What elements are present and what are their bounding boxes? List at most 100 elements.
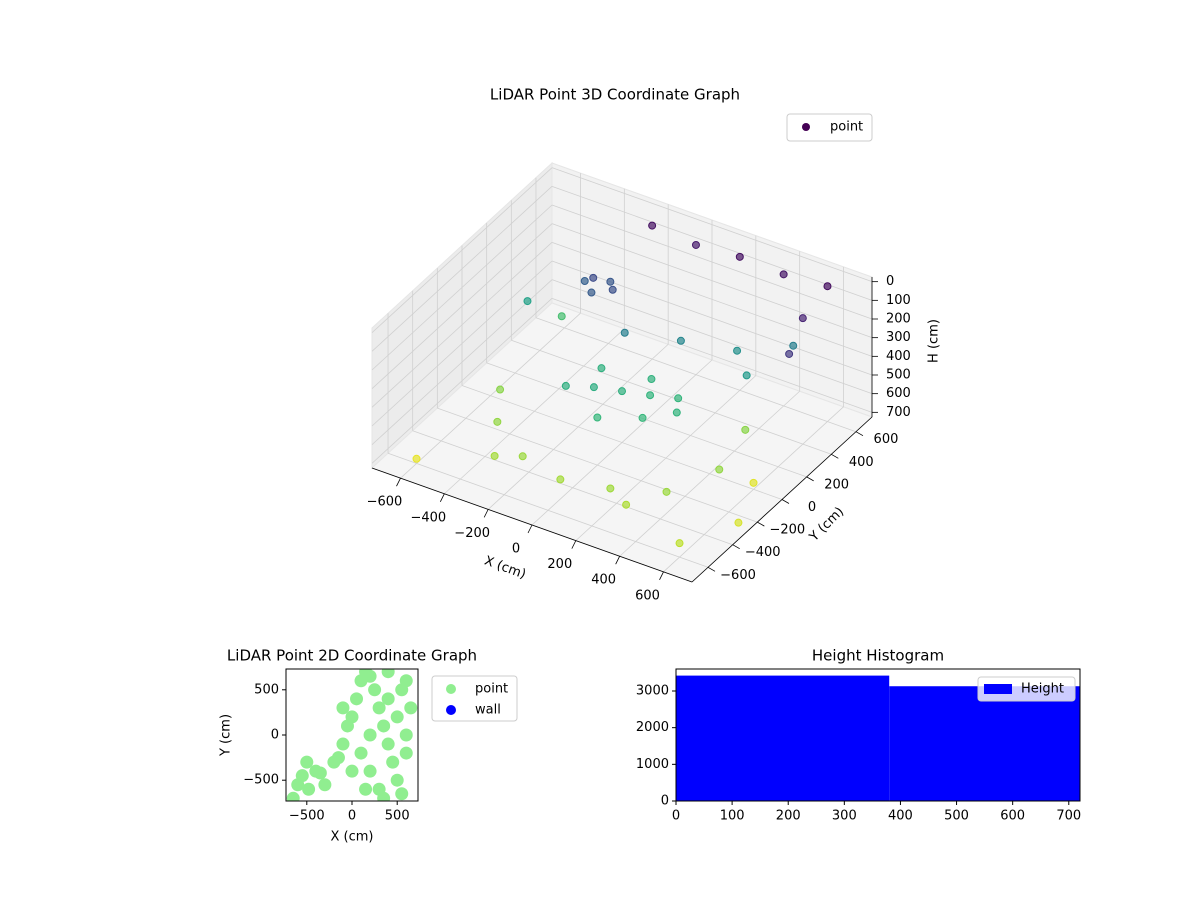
point: [399, 746, 413, 760]
point: [377, 791, 391, 801]
y-tick-label: −200: [769, 523, 805, 538]
tick-mark: [707, 566, 716, 572]
x-tick-label: 500: [944, 809, 969, 824]
point: [618, 387, 626, 396]
point: [823, 282, 832, 291]
grid-line: [461, 385, 783, 500]
x-axis-label: X (cm): [331, 830, 374, 845]
x-tick-label: 500: [385, 809, 410, 824]
grid-line: [371, 260, 553, 427]
x-tick-label: 200: [547, 557, 572, 572]
point: [676, 336, 685, 345]
y-tick-label: 0: [271, 728, 279, 743]
legend-marker: [446, 684, 456, 694]
legend-label: wall: [475, 703, 501, 718]
tick-mark: [831, 453, 839, 459]
tick-mark: [806, 476, 814, 482]
y-tick-label: 3000: [636, 684, 669, 699]
grid-line: [387, 452, 709, 568]
x-tick-label: 0: [672, 809, 680, 824]
point: [345, 710, 359, 724]
tick-mark: [571, 540, 577, 549]
point: [399, 728, 413, 742]
x-tick-label: −600: [367, 495, 403, 510]
tick-mark: [855, 431, 864, 437]
point: [372, 701, 386, 715]
x-tick-label: 0: [348, 809, 356, 824]
legend-label: Height: [1021, 682, 1064, 697]
x-tick-label: 700: [1056, 809, 1081, 824]
grid-line: [535, 317, 857, 433]
point: [363, 669, 377, 683]
x-tick-label: 100: [720, 809, 745, 824]
x-tick-label: −200: [454, 526, 490, 541]
point: [589, 383, 598, 392]
point: [593, 413, 602, 422]
point: [313, 766, 327, 780]
z-tick-label: 700: [886, 405, 911, 420]
point: [493, 417, 502, 426]
y-tick-label: 400: [849, 455, 874, 470]
legend-box: [977, 676, 1076, 702]
y-tick-label: 500: [254, 682, 279, 697]
point: [647, 375, 656, 384]
point: [674, 394, 683, 403]
point: [490, 451, 499, 460]
point: [561, 381, 570, 390]
point: [354, 746, 368, 760]
y-tick-label: 2000: [636, 720, 669, 735]
y-axis-label: Y (cm): [219, 714, 234, 757]
point: [597, 364, 606, 373]
grid-line: [371, 186, 553, 352]
point: [363, 728, 377, 742]
y-tick-label: 0: [661, 794, 669, 809]
z-tick-label: 600: [886, 386, 911, 401]
point: [302, 782, 316, 796]
point: [735, 252, 744, 261]
x-axis-label: X (cm): [482, 554, 528, 583]
point: [580, 277, 589, 286]
grid-line: [551, 260, 873, 376]
point: [589, 273, 598, 282]
point: [606, 277, 615, 286]
point: [286, 791, 300, 801]
grid-line: [551, 241, 873, 357]
legend-marker: [802, 123, 810, 131]
point: [798, 314, 807, 323]
point: [749, 478, 758, 487]
x-tick-label: −500: [289, 809, 325, 824]
legend-box: [431, 675, 518, 722]
point: [691, 240, 700, 249]
x-tick-label: 300: [832, 809, 857, 824]
point: [557, 312, 566, 321]
tick-mark: [439, 493, 445, 502]
point: [715, 465, 724, 474]
point: [734, 518, 743, 527]
grid-line: [511, 339, 832, 455]
point: [638, 413, 647, 422]
z-tick-label: 500: [886, 368, 911, 383]
point: [381, 692, 395, 706]
point: [363, 764, 377, 778]
chart-title: LiDAR Point 3D Coordinate Graph: [490, 86, 740, 104]
point: [518, 452, 527, 461]
bar: [889, 686, 1080, 801]
point: [395, 683, 409, 697]
grid-line: [371, 204, 553, 371]
point: [675, 539, 684, 548]
plot-area: [286, 669, 418, 801]
chart-title: LiDAR Point 2D Coordinate Graph: [227, 647, 477, 665]
point: [390, 773, 404, 787]
point: [648, 221, 657, 230]
grid-line: [371, 242, 553, 408]
grid-line: [371, 279, 553, 445]
chart-title: Height Histogram: [812, 647, 944, 665]
y-axis-line: [691, 416, 873, 583]
grid-line: [371, 223, 553, 389]
y-tick-label: 1000: [636, 757, 669, 772]
grid-line: [551, 279, 873, 395]
grid-line: [551, 167, 873, 283]
x-tick-label: 200: [776, 809, 801, 824]
x-tick-label: 400: [591, 573, 616, 588]
